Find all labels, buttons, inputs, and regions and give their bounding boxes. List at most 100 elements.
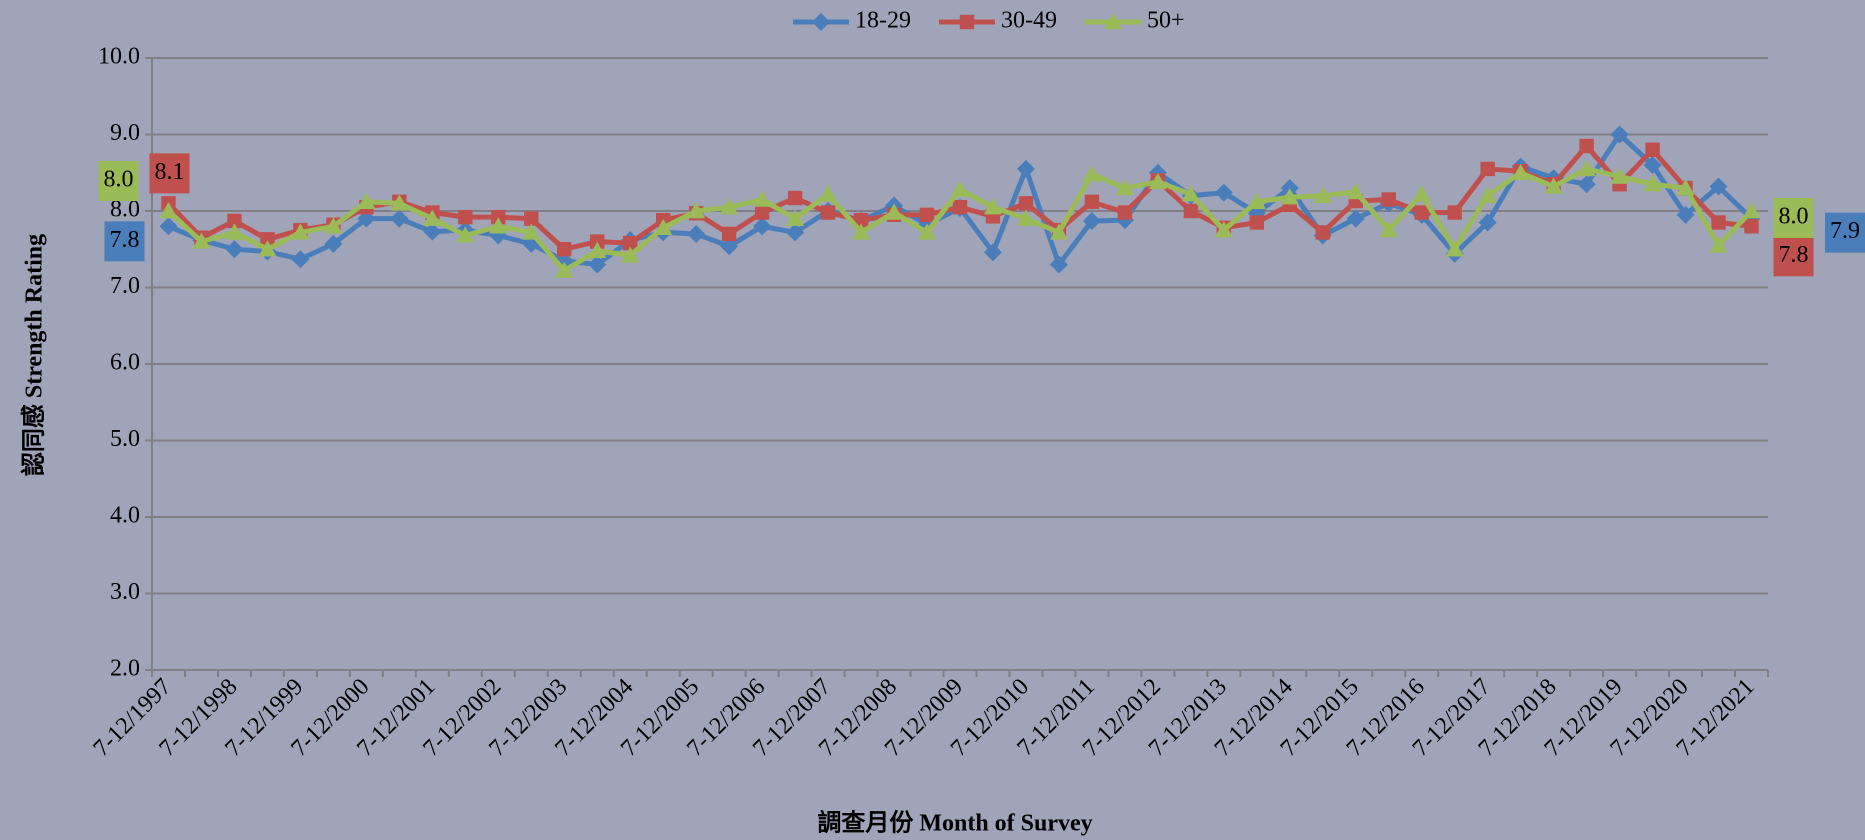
marker bbox=[491, 209, 506, 225]
marker bbox=[1447, 205, 1462, 220]
marker bbox=[324, 234, 343, 253]
marker bbox=[1315, 225, 1330, 240]
value-label: 8.0 bbox=[103, 167, 133, 193]
marker bbox=[458, 209, 473, 225]
marker bbox=[753, 190, 772, 207]
marker bbox=[1744, 219, 1759, 234]
legend-label: 18-29 bbox=[855, 8, 911, 34]
marker bbox=[1709, 177, 1728, 196]
marker bbox=[1082, 165, 1101, 182]
y-tick-label: 4.0 bbox=[110, 503, 140, 529]
marker bbox=[1610, 167, 1629, 184]
x-axis-title: 調查月份 Month of Survey bbox=[817, 809, 1092, 837]
value-label-box bbox=[149, 153, 190, 194]
marker bbox=[1280, 179, 1299, 198]
marker bbox=[225, 223, 244, 240]
marker bbox=[555, 261, 574, 278]
value-label-box bbox=[104, 221, 145, 262]
marker bbox=[819, 185, 838, 202]
marker bbox=[1049, 223, 1068, 240]
marker bbox=[1115, 179, 1134, 196]
marker bbox=[159, 202, 178, 219]
value-label-box bbox=[1773, 236, 1814, 277]
marker bbox=[623, 235, 638, 251]
marker bbox=[524, 211, 539, 226]
marker bbox=[489, 217, 508, 234]
marker bbox=[786, 223, 805, 242]
marker bbox=[983, 198, 1002, 215]
marker bbox=[1676, 179, 1695, 196]
marker bbox=[1247, 192, 1266, 210]
marker bbox=[357, 192, 376, 210]
marker bbox=[787, 190, 803, 206]
marker bbox=[1249, 215, 1265, 230]
marker bbox=[1579, 138, 1594, 154]
marker bbox=[1016, 159, 1035, 178]
marker bbox=[952, 199, 968, 215]
marker bbox=[225, 240, 244, 259]
marker bbox=[227, 213, 242, 229]
marker bbox=[588, 255, 607, 274]
value-label-box bbox=[1825, 212, 1865, 253]
marker bbox=[1414, 205, 1429, 220]
marker bbox=[853, 212, 869, 228]
y-tick-label: 6.0 bbox=[110, 350, 140, 376]
marker bbox=[291, 223, 310, 240]
marker bbox=[1478, 213, 1497, 232]
marker bbox=[918, 223, 937, 240]
marker bbox=[654, 218, 673, 236]
marker bbox=[1412, 185, 1431, 202]
y-tick-label: 9.0 bbox=[110, 120, 140, 146]
marker bbox=[852, 223, 871, 240]
marker bbox=[1643, 175, 1662, 192]
marker bbox=[720, 237, 739, 256]
marker bbox=[786, 209, 805, 226]
marker bbox=[1016, 209, 1035, 226]
y-tick-label: 3.0 bbox=[110, 579, 140, 605]
marker bbox=[456, 226, 475, 243]
value-label: 7.9 bbox=[1830, 218, 1860, 244]
marker bbox=[1280, 188, 1299, 205]
marker bbox=[1084, 194, 1100, 210]
marker bbox=[1511, 163, 1530, 180]
y-axis-title: 認同感 Strength Rating bbox=[20, 234, 48, 476]
marker bbox=[959, 14, 975, 30]
marker bbox=[291, 250, 310, 269]
marker bbox=[621, 246, 640, 263]
marker bbox=[1577, 159, 1596, 177]
marker bbox=[522, 223, 541, 240]
marker bbox=[557, 242, 572, 257]
marker bbox=[919, 207, 935, 223]
y-tick-label: 5.0 bbox=[110, 426, 140, 452]
y-tick-label: 7.0 bbox=[110, 273, 140, 299]
marker bbox=[721, 226, 737, 242]
marker bbox=[1082, 211, 1101, 230]
y-tick-label: 2.0 bbox=[110, 656, 140, 682]
marker bbox=[390, 194, 409, 211]
marker bbox=[390, 209, 409, 228]
marker bbox=[1480, 161, 1495, 177]
marker bbox=[159, 217, 178, 236]
marker bbox=[1577, 175, 1596, 194]
marker bbox=[1645, 142, 1660, 157]
marker bbox=[1379, 221, 1398, 238]
marker bbox=[1544, 177, 1563, 194]
marker bbox=[754, 205, 770, 220]
marker bbox=[1117, 205, 1133, 220]
marker bbox=[590, 234, 605, 249]
marker bbox=[885, 203, 904, 220]
marker bbox=[1214, 183, 1233, 202]
marker bbox=[687, 224, 706, 243]
marker bbox=[588, 241, 607, 258]
marker bbox=[753, 217, 772, 236]
marker bbox=[1049, 255, 1068, 274]
marker bbox=[1381, 192, 1396, 207]
marker bbox=[1313, 186, 1332, 203]
marker bbox=[1183, 203, 1199, 219]
marker bbox=[1346, 209, 1365, 228]
value-label-box bbox=[98, 161, 139, 201]
marker bbox=[324, 217, 343, 234]
